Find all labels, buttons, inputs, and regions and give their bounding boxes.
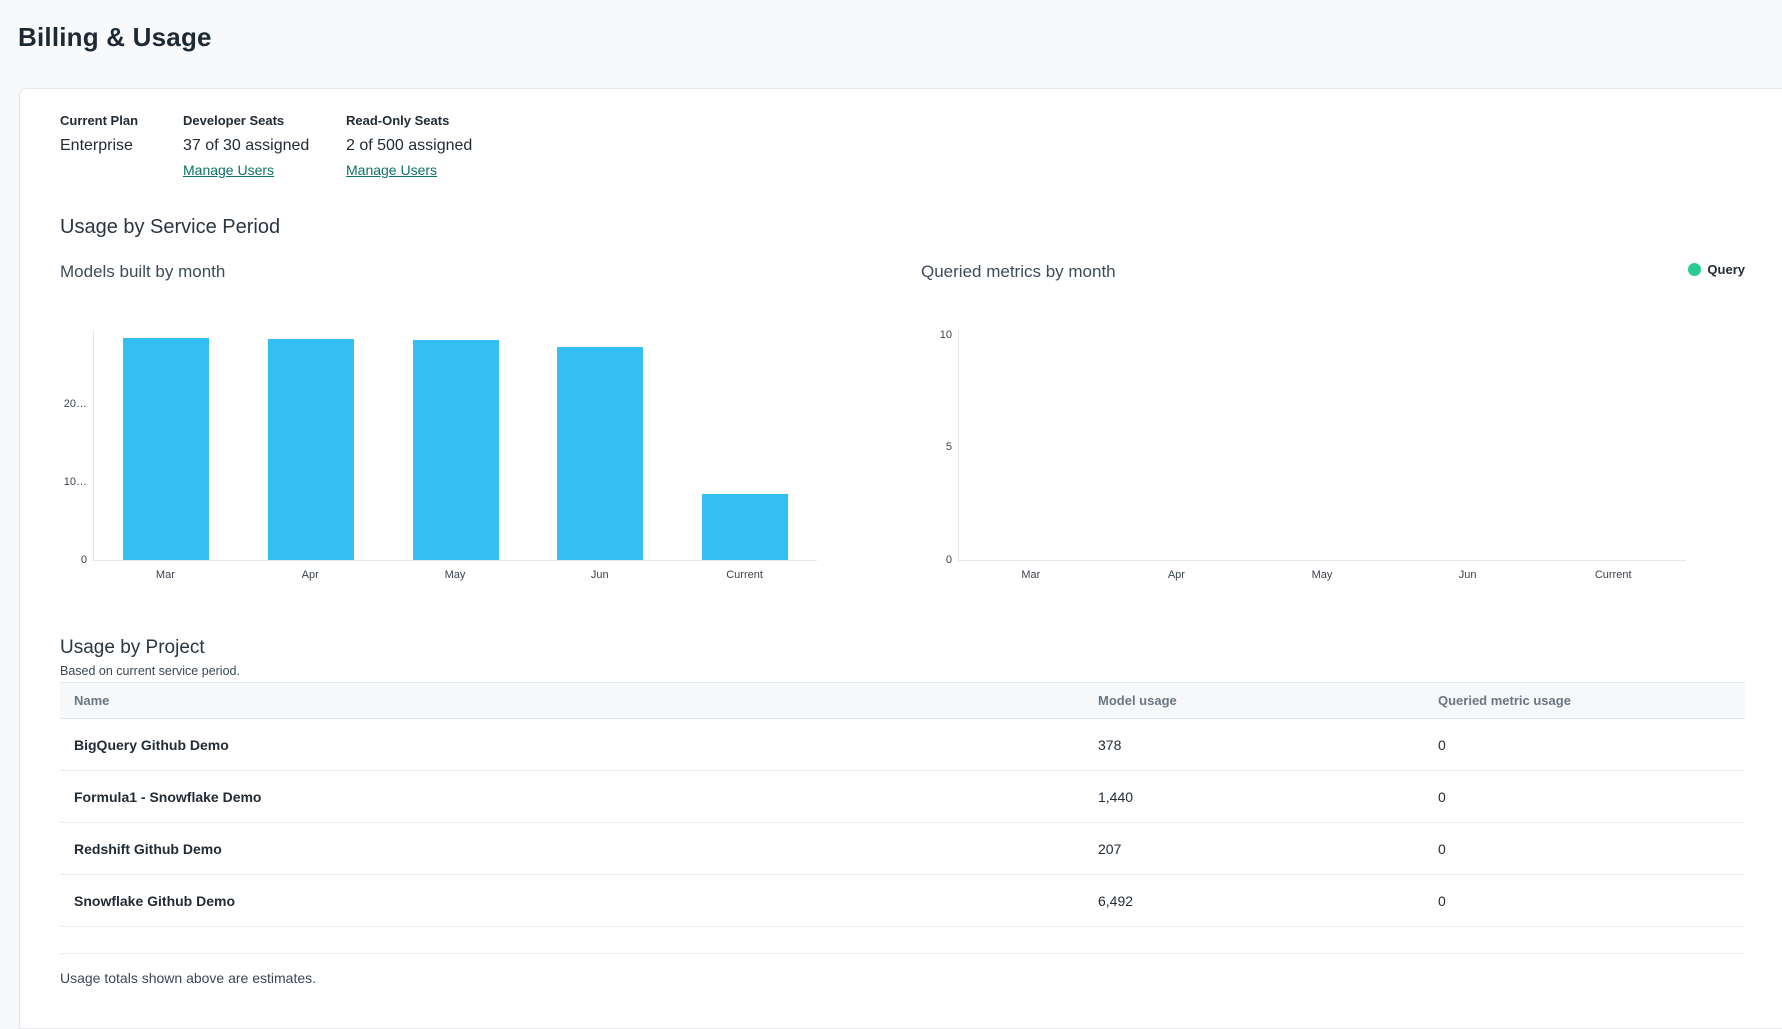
table-body: BigQuery Github Demo 378 0 Formula1 - Snowf… xyxy=(60,719,1745,927)
x-axis-tick-label: Apr xyxy=(1167,569,1185,581)
bar-jun xyxy=(557,347,643,560)
usage-by-project-subheading: Based on current service period. xyxy=(60,664,240,678)
queried-metrics-chart: Queried metrics by month Query 0 5 10 Mar A… xyxy=(921,262,1745,583)
legend-query-label: Query xyxy=(1707,262,1745,277)
y-axis-tick-label: 10 xyxy=(939,328,952,341)
models-built-chart-title: Models built by month xyxy=(60,262,226,281)
project-name-cell: Redshift Github Demo xyxy=(74,840,222,857)
plan-column: Developer Seats 37 of 30 assigned Manage U… xyxy=(183,113,346,180)
page-title: Billing & Usage xyxy=(18,22,212,52)
queried-metrics-x-axis: Mar Apr May Jun Current xyxy=(958,561,1686,583)
plan-column-label: Read-Only Seats xyxy=(346,113,450,128)
manage-users-link[interactable]: Manage Users xyxy=(183,162,275,178)
plan-column-value: 37 of 30 assigned xyxy=(183,137,310,154)
models-built-chart: Models built by month 0 10… 20… Mar Apr May J… xyxy=(60,262,878,583)
y-axis-tick-label: 10… xyxy=(63,476,87,489)
usage-by-project-heading: Usage by Project xyxy=(60,637,205,658)
column-header-queried-metric-usage: Queried metric usage xyxy=(1438,693,1571,708)
plan-column: Current Plan Enterprise xyxy=(60,113,183,180)
model-usage-cell: 378 xyxy=(1098,736,1122,753)
page-header: Billing & Usage xyxy=(0,0,1782,88)
bar-apr xyxy=(268,339,354,560)
x-axis-tick-label: May xyxy=(444,569,466,581)
usage-by-service-period-heading: Usage by Service Period xyxy=(60,216,281,238)
x-axis-tick-label: Jun xyxy=(1458,569,1477,581)
x-axis-tick-label: Current xyxy=(1594,569,1632,581)
table-header-row: Name Model usage Queried metric usage xyxy=(60,682,1745,719)
queried-metric-usage-cell: 0 xyxy=(1438,788,1446,805)
x-axis-tick-label: Apr xyxy=(301,569,319,581)
plan-column-label: Developer Seats xyxy=(183,113,285,128)
model-usage-cell: 1,440 xyxy=(1098,788,1134,805)
y-axis-tick-label: 0 xyxy=(80,554,87,566)
x-axis-tick-label: Mar xyxy=(155,569,175,581)
table-footer-strip xyxy=(60,927,1745,954)
project-name-cell: BigQuery Github Demo xyxy=(74,736,229,753)
queried-metrics-chart-title: Queried metrics by month xyxy=(921,262,1116,281)
table-row: Snowflake Github Demo 6,492 0 xyxy=(60,875,1745,927)
y-axis-tick-label: 20… xyxy=(63,398,87,411)
bar-current xyxy=(702,494,788,560)
queried-metrics-plot-area: 0 5 10 xyxy=(940,329,1686,566)
project-name-cell: Formula1 - Snowflake Demo xyxy=(74,788,262,805)
plan-column-value: Enterprise xyxy=(60,137,133,154)
table-row: Redshift Github Demo 207 0 xyxy=(60,823,1745,875)
plan-column-label: Current Plan xyxy=(60,113,139,128)
plan-column: Read-Only Seats 2 of 500 assigned Manage U… xyxy=(346,113,472,180)
billing-card: Current Plan Enterprise Developer Seats 37 … xyxy=(19,88,1782,1029)
queried-metric-usage-cell: 0 xyxy=(1438,840,1446,857)
x-axis-tick-label: Current xyxy=(726,569,763,581)
x-axis-tick-label: Jun xyxy=(590,569,609,581)
bar-may xyxy=(413,340,499,560)
x-axis-tick-label: Mar xyxy=(1021,569,1041,581)
table-row: BigQuery Github Demo 378 0 xyxy=(60,719,1745,771)
table-row: Formula1 - Snowflake Demo 1,440 0 xyxy=(60,771,1745,823)
column-header-name: Name xyxy=(74,693,110,708)
bar-mar xyxy=(123,338,209,560)
legend-query-dot-icon xyxy=(1688,263,1702,276)
chart-legend: Query xyxy=(1688,262,1745,277)
manage-users-link[interactable]: Manage Users xyxy=(346,162,438,178)
column-header-model-usage: Model usage xyxy=(1098,693,1177,708)
project-name-cell: Snowflake Github Demo xyxy=(74,892,236,909)
queried-metric-usage-cell: 0 xyxy=(1438,736,1446,753)
y-axis-tick-label: 0 xyxy=(945,554,952,566)
plan-column-value: 2 of 500 assigned xyxy=(346,137,473,154)
model-usage-cell: 207 xyxy=(1098,840,1122,857)
models-built-plot-area: 0 10… 20… xyxy=(64,330,817,566)
x-axis-tick-label: May xyxy=(1311,569,1333,581)
usage-estimates-footnote: Usage totals shown above are estimates. xyxy=(60,970,317,986)
charts-row: Models built by month 0 10… 20… Mar Apr May J… xyxy=(60,262,1745,583)
plan-summary: Current Plan Enterprise Developer Seats 37 … xyxy=(60,113,1745,180)
models-built-x-axis: Mar Apr May Jun Current xyxy=(93,561,817,583)
model-usage-cell: 6,492 xyxy=(1098,892,1134,909)
y-axis-tick-label: 5 xyxy=(945,441,952,454)
queried-metric-usage-cell: 0 xyxy=(1438,892,1446,909)
usage-by-project-table: Name Model usage Queried metric usage Bi… xyxy=(60,682,1745,954)
